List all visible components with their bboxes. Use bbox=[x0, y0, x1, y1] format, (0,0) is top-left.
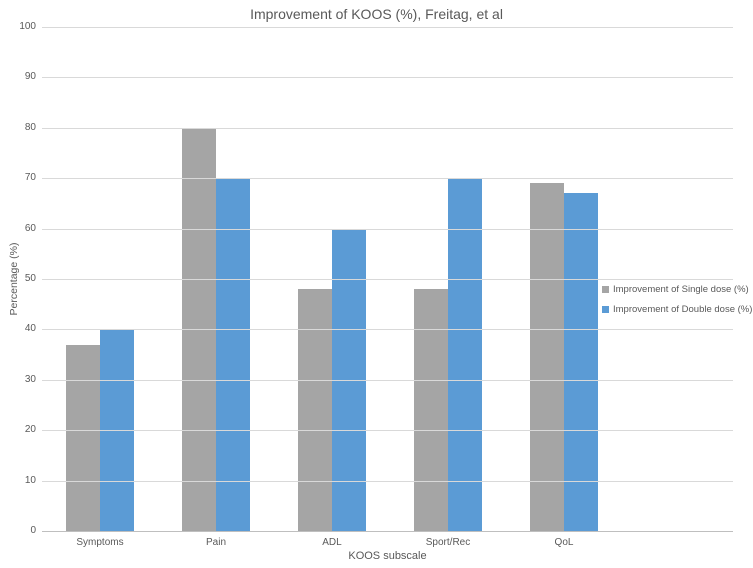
x-axis-title: KOOS subscale bbox=[348, 550, 427, 562]
x-category-label: Pain bbox=[205, 537, 226, 548]
x-category-label: Sport/Rec bbox=[425, 537, 471, 548]
bar bbox=[530, 183, 564, 531]
chart-title: Improvement of KOOS (%), Freitag, et al bbox=[250, 6, 503, 22]
gridline bbox=[42, 329, 733, 331]
bar-group bbox=[506, 27, 622, 531]
legend-label-double-dose: Improvement of Double dose (%) bbox=[613, 303, 753, 315]
gridline bbox=[42, 379, 733, 381]
gridline bbox=[42, 480, 733, 482]
x-category-label: ADL bbox=[322, 537, 342, 548]
bar bbox=[448, 178, 482, 531]
y-tick-label: 30 bbox=[24, 373, 36, 385]
bar bbox=[564, 193, 598, 531]
legend-swatch-single-dose bbox=[602, 285, 609, 293]
x-axis-line bbox=[42, 531, 733, 532]
y-tick-label: 10 bbox=[24, 474, 36, 486]
legend-item-single-dose: Improvement of Single dose (%) bbox=[602, 279, 752, 299]
y-tick-label: 40 bbox=[24, 323, 36, 335]
plot-area bbox=[42, 27, 733, 532]
x-category-label: QoL bbox=[554, 537, 574, 548]
y-tick-label: 50 bbox=[24, 273, 36, 284]
legend-item-double-dose: Improvement of Double dose (%) bbox=[602, 299, 752, 319]
gridline bbox=[42, 127, 733, 129]
y-tick-label: 70 bbox=[24, 172, 36, 184]
y-tick-label: 90 bbox=[24, 71, 36, 83]
gridline bbox=[42, 178, 733, 180]
bar bbox=[414, 289, 448, 531]
bar bbox=[298, 289, 332, 531]
y-tick-label: 100 bbox=[19, 21, 36, 32]
legend-swatch-double-dose bbox=[602, 305, 609, 313]
bar bbox=[216, 178, 250, 531]
gridline bbox=[42, 228, 733, 230]
gridline bbox=[42, 77, 733, 79]
y-tick-label: 20 bbox=[24, 424, 36, 436]
gridline bbox=[42, 430, 733, 432]
y-tick-label: 0 bbox=[30, 525, 36, 536]
legend-label-single-dose: Improvement of Single dose (%) bbox=[613, 283, 749, 295]
bar bbox=[66, 344, 100, 531]
x-category-label: Symptoms bbox=[76, 537, 124, 548]
y-tick-label: 80 bbox=[24, 121, 36, 133]
gridline bbox=[42, 27, 733, 28]
gridline bbox=[42, 279, 733, 280]
y-tick-label: 60 bbox=[24, 222, 36, 234]
legend: Improvement of Single dose (%) Improveme… bbox=[602, 279, 752, 319]
